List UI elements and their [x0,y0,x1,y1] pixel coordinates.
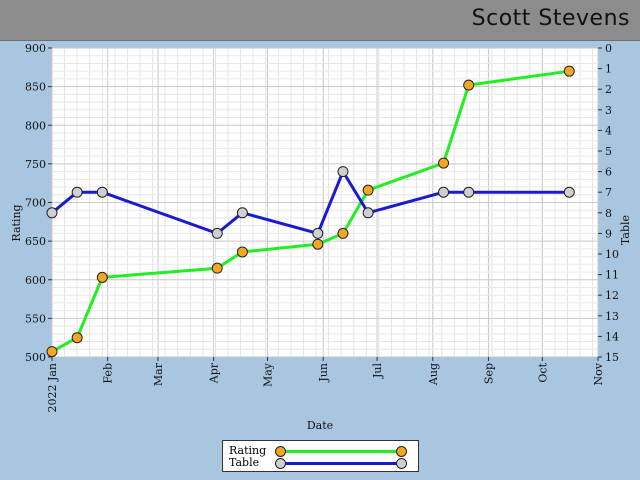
right-tick-label: 7 [605,186,612,199]
data-point-rating [211,262,223,274]
x-tick-label: Jul [371,363,384,379]
legend-item-table: Table [223,456,418,470]
title-bar: Scott Stevens [0,0,640,41]
x-tick-label: Oct [536,362,549,382]
data-point-table [438,186,450,198]
data-point-table [312,227,324,239]
right-tick-label: 10 [605,248,619,261]
series-layer [46,65,575,358]
right-tick-label: 15 [605,351,619,364]
data-point-table [463,186,475,198]
legend-label-rating: Rating [229,444,267,457]
right-tick-label: 1 [605,63,612,76]
data-point-rating [46,346,58,358]
x-tick-label: Feb [102,363,115,384]
x-tick-label: Nov [592,362,605,385]
x-tick-label: Apr [208,362,221,384]
x-axis-title: Date [307,419,333,432]
data-point-table [337,166,349,178]
data-point-rating [563,65,575,77]
left-tick-label: 500 [25,351,46,364]
data-point-rating [236,246,248,258]
left-tick-label: 900 [25,42,46,55]
legend-marker-rating-end [396,446,407,457]
data-point-rating [362,184,374,196]
x-tick-label: Aug [427,363,440,386]
left-tick-label: 700 [25,197,46,210]
data-point-table [211,227,223,239]
left-axis-title: Rating [10,204,23,241]
x-tick-label: Jun [317,363,330,383]
left-tick-label: 850 [25,81,46,94]
data-point-rating [438,157,450,169]
data-point-table [236,207,248,219]
page-title: Scott Stevens [471,6,630,31]
data-point-rating [71,332,83,344]
x-tick-label: 2022 Jan [46,363,59,413]
data-point-rating [96,271,108,283]
legend-marker-table-start [275,458,286,469]
legend-label-table: Table [229,456,260,469]
x-tick-label: May [262,362,275,387]
legend-line-table [281,462,401,465]
data-point-table [563,186,575,198]
left-tick-label: 600 [25,274,46,287]
data-point-table [71,186,83,198]
data-point-rating [463,79,475,91]
right-tick-label: 8 [605,207,612,220]
left-tick-label: 750 [25,158,46,171]
right-tick-label: 6 [605,166,612,179]
right-tick-label: 9 [605,227,612,240]
right-tick-label: 11 [605,269,619,282]
legend: Rating Table [222,440,419,472]
right-tick-label: 2 [605,83,612,96]
right-tick-label: 12 [605,289,619,302]
right-tick-label: 4 [605,124,612,137]
legend-marker-table-end [396,458,407,469]
left-tick-label: 550 [25,312,46,325]
right-tick-label: 3 [605,104,612,117]
x-tick-label: Sep [482,363,495,384]
data-point-table [96,186,108,198]
legend-line-rating [281,450,401,453]
left-tick-label: 650 [25,235,46,248]
data-point-rating [312,238,324,250]
data-point-rating [337,227,349,239]
data-point-table [362,207,374,219]
right-tick-label: 14 [605,330,619,343]
legend-item-rating: Rating [223,444,418,458]
right-axis-title: Table [619,215,632,245]
left-tick-label: 800 [25,119,46,132]
data-point-table [46,207,58,219]
right-tick-label: 5 [605,145,612,158]
x-tick-label: Mar [152,362,165,386]
right-tick-label: 0 [605,42,612,55]
right-tick-label: 13 [605,310,619,323]
legend-marker-rating-start [275,446,286,457]
